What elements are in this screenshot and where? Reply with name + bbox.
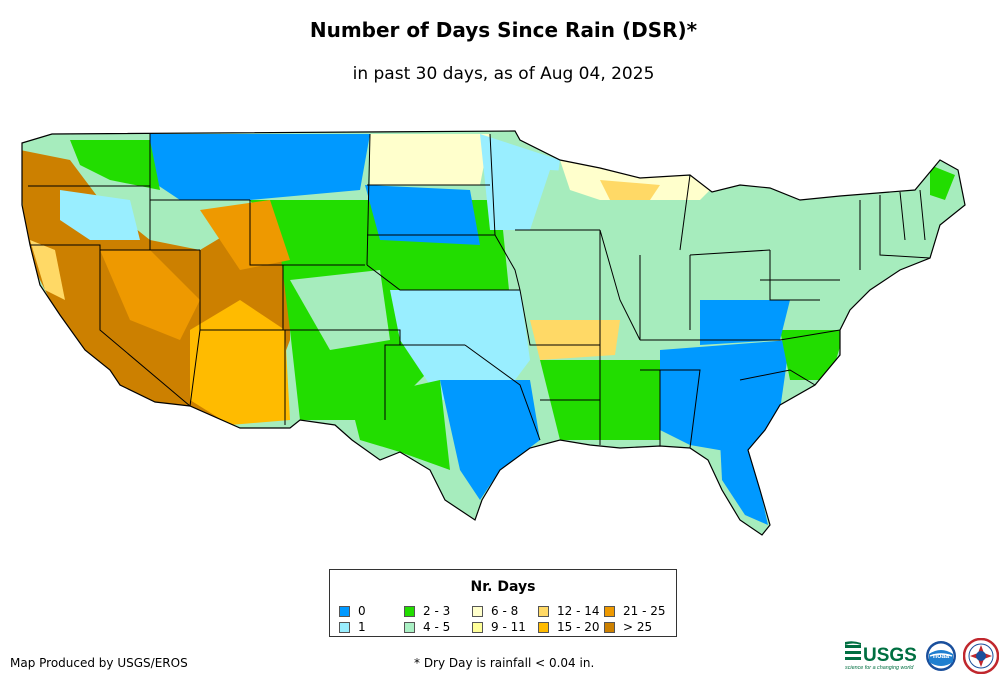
dsr-zone-ca-coast	[30, 240, 65, 300]
legend-swatch	[404, 622, 415, 633]
dsr-zone-appalachia	[700, 300, 790, 345]
legend-swatch	[604, 622, 615, 633]
legend-item-4: 6 - 8	[472, 604, 518, 618]
dry-day-footnote: * Dry Day is rainfall < 0.04 in.	[414, 656, 595, 670]
legend-item-7: 15 - 20	[538, 620, 600, 634]
legend-item-8: 21 - 25	[604, 604, 666, 618]
dsr-zone-idaho-green	[70, 140, 160, 190]
legend-item-9: > 25	[604, 620, 652, 634]
legend-title: Nr. Days	[470, 579, 536, 595]
dsr-zone-florida	[720, 440, 768, 525]
legend-label: 21 - 25	[623, 604, 666, 618]
legend-label: 9 - 11	[491, 620, 526, 634]
dsr-zone-texas-west	[350, 380, 450, 470]
dsr-zone-oregon-moist	[60, 190, 140, 240]
dsr-zone-carolinas	[780, 330, 845, 380]
legend-swatch	[538, 622, 549, 633]
legend-label: 15 - 20	[557, 620, 600, 634]
usgs-logo-text: USGS	[863, 645, 917, 666]
noaa-logo-text: noaa	[933, 653, 949, 660]
dsr-zone-north-dakota	[370, 134, 490, 185]
dsr-zone-nevada-dry	[100, 250, 200, 340]
legend-label: 2 - 3	[423, 604, 451, 618]
noaa-logo: noaa	[926, 641, 956, 671]
legend-label: 12 - 14	[557, 604, 600, 618]
legend-swatch	[339, 622, 350, 633]
legend-swatch	[538, 606, 549, 617]
usgs-tagline: science for a changing world	[845, 665, 914, 671]
dsr-zone-texas-east	[440, 380, 540, 500]
dsr-zone-maine	[930, 165, 955, 200]
state-borders	[21, 130, 966, 536]
dsr-zone-montana-wet	[150, 134, 370, 200]
legend-swatch	[404, 606, 415, 617]
dsr-zone-wyoming-dry	[200, 200, 290, 270]
dsr-zone-wisconsin-dry	[600, 180, 660, 200]
dsr-zone-upper-mi	[560, 160, 720, 200]
legend-box: Nr. Days 0 1 2 - 3 4 - 5 6 - 8 9 - 11 12…	[329, 569, 677, 637]
legend-swatch	[339, 606, 350, 617]
legend-item-0: 0	[339, 604, 366, 618]
legend-label: 6 - 8	[491, 604, 519, 618]
legend-swatch	[472, 622, 483, 633]
legend-label: 4 - 5	[423, 620, 451, 634]
legend-label: 0	[358, 604, 366, 618]
legend-item-1: 1	[339, 620, 366, 634]
map-credit: Map Produced by USGS/EROS	[10, 656, 188, 670]
legend-swatch	[604, 606, 615, 617]
dsr-zone-missouri-dry	[530, 320, 620, 360]
map-title: Number of Days Since Rain (DSR)*	[309, 18, 698, 42]
dsr-zone-southeast-wet	[660, 340, 790, 455]
usgs-logo: USGS science for a changing world	[845, 641, 917, 671]
legend-item-6: 12 - 14	[538, 604, 600, 618]
nws-logo	[963, 638, 999, 674]
dsr-zone-dakota-wet	[365, 185, 480, 245]
legend-item-5: 9 - 11	[472, 620, 526, 634]
legend-swatch	[472, 606, 483, 617]
map-subtitle: in past 30 days, as of Aug 04, 2025	[352, 64, 655, 84]
legend-label: > 25	[623, 620, 653, 634]
legend-item-2: 2 - 3	[404, 604, 450, 618]
dsr-zone-southwest-dry	[190, 300, 290, 425]
legend-label: 1	[358, 620, 366, 634]
legend-item-3: 4 - 5	[404, 620, 450, 634]
